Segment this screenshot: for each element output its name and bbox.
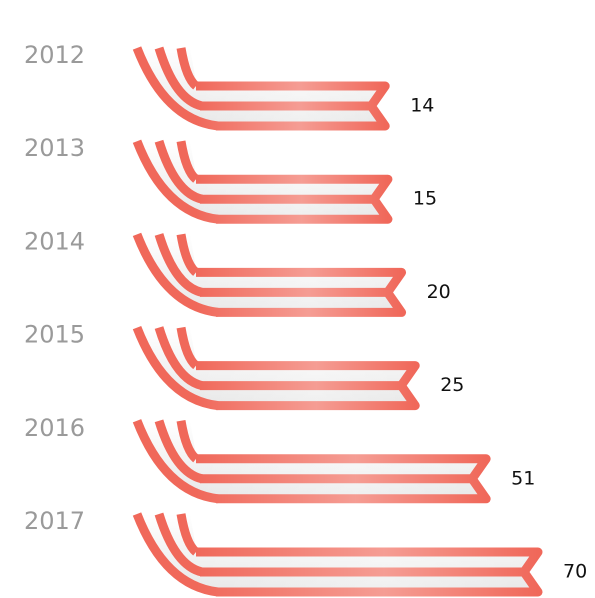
category-label: 2015 xyxy=(24,321,85,349)
value-label: 25 xyxy=(440,374,464,396)
ribbon xyxy=(132,139,393,225)
ribbon-sheen xyxy=(196,267,402,318)
ribbon-sheen xyxy=(196,360,416,411)
value-label: 14 xyxy=(410,95,434,117)
ribbon xyxy=(132,46,390,131)
ribbon xyxy=(132,232,407,318)
ribbon-curl xyxy=(176,233,200,276)
ribbon-curl xyxy=(176,326,200,370)
ribbon-curl xyxy=(176,420,200,463)
value-label: 51 xyxy=(511,467,535,489)
value-label: 15 xyxy=(413,188,437,210)
category-label: 2017 xyxy=(24,507,85,535)
category-label: 2012 xyxy=(24,41,85,69)
category-label: 2016 xyxy=(24,414,85,442)
value-label: 70 xyxy=(563,561,587,583)
ribbon xyxy=(132,512,543,597)
ribbon-sheen xyxy=(196,547,538,597)
category-label: 2013 xyxy=(24,134,85,162)
ribbon-curl xyxy=(176,47,200,90)
ribbon-curl xyxy=(176,513,200,556)
ribbon xyxy=(132,325,420,411)
ribbon-sheen xyxy=(196,174,388,225)
ribbon-curl xyxy=(176,140,200,183)
ribbon-sheen xyxy=(196,453,487,504)
value-label: 20 xyxy=(427,281,451,303)
ribbon-sheen xyxy=(196,81,386,131)
ribbon xyxy=(132,419,491,504)
category-label: 2014 xyxy=(24,227,85,255)
